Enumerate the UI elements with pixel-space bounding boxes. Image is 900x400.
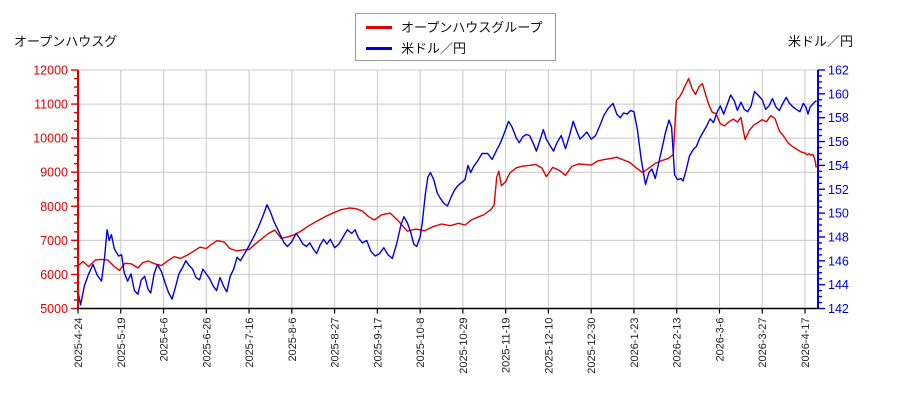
left-axis-series-title: オープンハウスグ: [14, 34, 118, 49]
svg-text:142: 142: [828, 302, 849, 316]
svg-text:2025-7-16: 2025-7-16: [244, 318, 256, 368]
left-y-axis-labels: 5000 6000 7000 8000 9000 10000 11000 12000: [33, 64, 68, 317]
svg-text:2025-10-8: 2025-10-8: [415, 318, 427, 368]
legend-item-label: 米ドル／円: [401, 41, 467, 56]
svg-text:2025-6-6: 2025-6-6: [159, 318, 171, 362]
svg-text:2025-12-10: 2025-12-10: [543, 318, 555, 374]
axis-spines: [77, 70, 819, 310]
svg-text:156: 156: [828, 135, 849, 149]
left-y-axis-ticks: [71, 69, 78, 310]
svg-text:158: 158: [828, 111, 849, 125]
legend: オープンハウスグループ 米ドル／円: [355, 13, 556, 61]
x-axis-labels: 2025-4-24 2025-5-19 2025-6-6 2025-6-26 2025-…: [73, 317, 812, 373]
right-axis-series-title: 米ドル／円: [787, 34, 853, 49]
svg-text:2026-3-6: 2026-3-6: [714, 318, 726, 362]
svg-text:2026-3-27: 2026-3-27: [757, 318, 769, 368]
svg-text:2025-8-27: 2025-8-27: [330, 318, 342, 368]
svg-text:2025-12-30: 2025-12-30: [586, 318, 598, 374]
svg-text:2025-8-6: 2025-8-6: [287, 318, 299, 362]
svg-text:146: 146: [828, 254, 849, 268]
legend-item: 米ドル／円: [366, 38, 545, 59]
svg-text:6000: 6000: [40, 268, 68, 282]
svg-text:160: 160: [828, 87, 849, 101]
svg-text:2025-9-17: 2025-9-17: [372, 318, 384, 368]
svg-text:8000: 8000: [40, 200, 68, 214]
svg-text:10000: 10000: [33, 132, 68, 146]
svg-text:2025-10-29: 2025-10-29: [458, 317, 470, 373]
svg-text:154: 154: [828, 159, 849, 173]
svg-text:152: 152: [828, 183, 849, 197]
right-y-axis-ticks: [818, 69, 825, 310]
legend-line-swatch: [366, 26, 392, 29]
svg-text:9000: 9000: [40, 166, 68, 180]
svg-text:148: 148: [828, 230, 849, 244]
legend-item: オープンハウスグループ: [366, 17, 545, 38]
svg-text:7000: 7000: [40, 234, 68, 248]
svg-text:2026-4-17: 2026-4-17: [800, 318, 812, 368]
svg-text:2025-5-19: 2025-5-19: [116, 318, 128, 368]
series-line-left: [78, 77, 817, 271]
legend-line-swatch: [366, 47, 392, 50]
svg-text:2025-11-19: 2025-11-19: [501, 318, 513, 373]
svg-text:5000: 5000: [40, 302, 68, 316]
svg-text:12000: 12000: [33, 64, 68, 78]
series-line-right: [78, 90, 817, 306]
x-axis-ticks: [77, 308, 806, 314]
svg-text:2026-2-13: 2026-2-13: [672, 318, 684, 368]
svg-text:162: 162: [828, 64, 849, 78]
svg-text:150: 150: [828, 207, 849, 221]
svg-text:2025-4-24: 2025-4-24: [73, 318, 85, 368]
gridlines: [78, 69, 818, 309]
svg-text:11000: 11000: [34, 98, 68, 112]
svg-text:144: 144: [828, 278, 849, 292]
svg-text:2025-6-26: 2025-6-26: [201, 318, 213, 368]
legend-item-label: オープンハウスグループ: [401, 20, 543, 35]
right-y-axis-labels: 142 144 146 148 150 152 154 156 158 160 162: [828, 64, 849, 317]
svg-text:2026-1-23: 2026-1-23: [629, 318, 641, 368]
